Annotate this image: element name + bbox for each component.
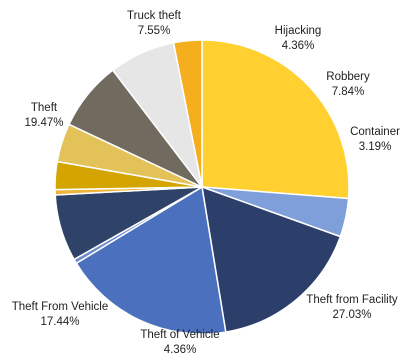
slice-value-truck-theft: 7.55% bbox=[138, 25, 171, 37]
slice-value-theft-of-vehicle: 4.36% bbox=[164, 344, 197, 356]
pie-slice-container bbox=[172, 39, 203, 188]
slice-label-theft-of-vehicle: Theft of Vehicle bbox=[140, 329, 219, 341]
slice-label-container: Container bbox=[350, 126, 400, 138]
pie-labels: Theft from Facility 27.03% Theft of Vehicl… bbox=[12, 10, 400, 356]
pie-slice-theft bbox=[75, 186, 227, 335]
slice-label-truck-theft: Truck theft bbox=[127, 10, 182, 22]
slice-label-hijacking: Hijacking bbox=[275, 25, 322, 37]
slice-label-theft: Theft bbox=[31, 102, 58, 114]
slice-label-robbery: Robbery bbox=[326, 71, 370, 83]
slice-value-theft: 19.47% bbox=[24, 117, 63, 129]
pie-slice-theft-from-facility bbox=[201, 39, 350, 200]
slice-value-hijacking: 4.36% bbox=[282, 40, 315, 52]
slice-value-robbery: 7.84% bbox=[332, 86, 365, 98]
slice-label-theft-from-facility: Theft from Facility bbox=[306, 294, 398, 306]
slice-value-container: 3.19% bbox=[359, 141, 392, 153]
slice-label-theft-from-vehicle: Theft From Vehicle bbox=[12, 301, 109, 313]
pie-slices bbox=[54, 39, 350, 335]
slice-value-theft-from-facility: 27.03% bbox=[332, 309, 371, 321]
slice-value-theft-from-vehicle: 17.44% bbox=[40, 316, 79, 328]
pie-slice-theft-from-vehicle bbox=[201, 186, 342, 333]
